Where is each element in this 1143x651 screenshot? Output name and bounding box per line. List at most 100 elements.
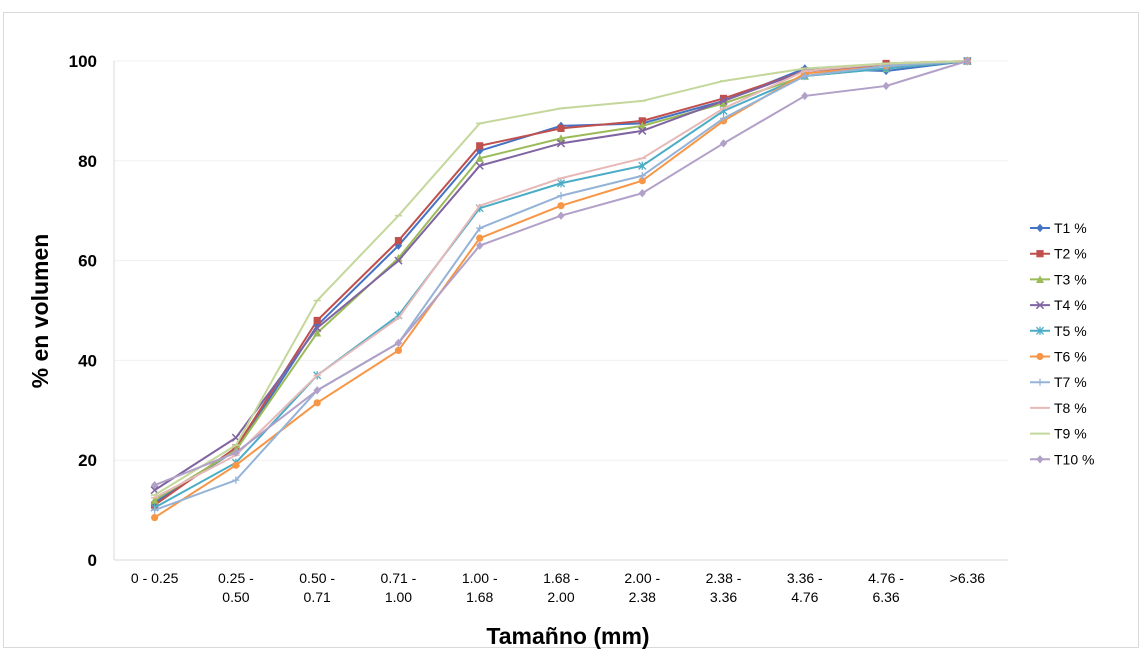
x-tick-label: >6.36 [950, 570, 986, 586]
data-point [557, 192, 565, 200]
data-point [232, 461, 240, 469]
y-axis-title: % en volumen [27, 234, 53, 389]
series-t2 [151, 57, 971, 509]
legend-item: T4 % [1030, 297, 1087, 313]
data-point [150, 495, 159, 504]
y-tick-label: 0 [88, 551, 97, 570]
y-tick-label: 20 [78, 451, 97, 470]
x-tick-label: 0.25 - [218, 570, 254, 586]
legend: T1 % T2 % T3 % T4 % T5 % T6 % T7 % T8 % T9 % T10 … [1030, 220, 1094, 467]
legend-label: T6 % [1054, 349, 1087, 365]
data-point [638, 117, 646, 125]
data-point [557, 211, 565, 220]
data-point [719, 139, 728, 148]
data-point [1036, 455, 1044, 464]
x-tick-label: 0.71 - [381, 570, 417, 586]
data-point [313, 386, 321, 395]
data-point [1036, 223, 1044, 233]
x-tick-label: 1.00 [385, 589, 412, 605]
data-point [313, 328, 322, 337]
x-tick-label: 3.36 - [787, 570, 823, 586]
data-point [476, 234, 484, 242]
legend-label: T10 % [1054, 451, 1094, 467]
data-point [638, 161, 647, 170]
y-tick-label: 80 [78, 152, 97, 171]
data-point [638, 177, 646, 185]
y-tick-label: 40 [78, 351, 97, 370]
data-point [556, 139, 566, 148]
legend-item: T10 % [1030, 451, 1094, 467]
data-point [394, 237, 403, 245]
data-point [1036, 250, 1044, 258]
data-point [475, 161, 484, 170]
x-tick-label: 0.50 - [299, 570, 335, 586]
data-point [151, 513, 159, 522]
data-point [719, 99, 728, 108]
data-point [313, 316, 321, 325]
x-tick-label: 1.68 [466, 589, 493, 605]
x-tick-label: 2.00 - [624, 570, 660, 586]
legend-label: T2 % [1054, 246, 1087, 262]
data-point [313, 399, 321, 407]
x-tick-label: 0.50 [222, 589, 249, 605]
data-point [557, 124, 565, 132]
legend-label: T5 % [1054, 323, 1087, 339]
axes: 0 20 40 60 80 100 0 - 0.25 0.25 - 0.50 0.50 - 0.71… [69, 52, 1008, 605]
data-point [475, 154, 484, 162]
y-tick-label: 60 [78, 252, 97, 271]
data-point [1036, 378, 1044, 386]
x-tick-label: 6.36 [872, 589, 899, 605]
data-point [557, 202, 565, 210]
data-point [394, 256, 403, 265]
y-tick-label: 100 [69, 52, 97, 71]
legend-item: T1 % [1030, 220, 1087, 236]
x-tick-label: 2.38 - [706, 570, 742, 586]
data-point [801, 72, 809, 80]
data-point [232, 476, 240, 484]
legend-label: T8 % [1054, 400, 1087, 416]
data-point [638, 126, 647, 135]
data-point [476, 146, 484, 156]
chart-frame [3, 12, 1139, 648]
x-tick-label: 0.71 [304, 589, 331, 605]
x-tick-label: 0 - 0.25 [131, 570, 179, 586]
legend-label: T7 % [1054, 374, 1087, 390]
legend-item: T6 % [1030, 349, 1087, 365]
data-point [1035, 300, 1045, 310]
x-tick-label: 4.76 - [868, 570, 904, 586]
x-tick-label: 3.36 [710, 589, 737, 605]
x-tick-label: 1.00 - [462, 570, 498, 586]
data-point [394, 338, 403, 348]
data-point [476, 241, 484, 250]
data-point [476, 224, 484, 232]
data-point [1036, 352, 1044, 361]
data-point [557, 134, 565, 142]
data-point [882, 81, 890, 91]
x-axis-title: Tamañno (mm) [486, 623, 649, 649]
data-point [638, 189, 646, 198]
series-lines [150, 56, 972, 522]
data-point [151, 480, 159, 490]
x-tick-label: 4.76 [791, 589, 818, 605]
x-tick-label: 2.38 [629, 589, 656, 605]
series-t10 [151, 56, 971, 490]
legend-item: T7 % [1030, 374, 1087, 390]
x-tick-label: 1.68 - [543, 570, 579, 586]
legend-item: T3 % [1030, 271, 1087, 287]
data-point [556, 179, 566, 188]
data-point [476, 142, 484, 150]
data-point [638, 172, 646, 180]
legend-item: T5 % [1030, 323, 1087, 339]
data-point [801, 91, 809, 101]
legend-label: T3 % [1054, 271, 1087, 287]
data-point [394, 346, 403, 355]
data-point [719, 96, 728, 106]
x-tick-label: 2.00 [547, 589, 574, 605]
data-point [151, 506, 159, 514]
legend-item: T2 % [1030, 246, 1087, 262]
legend-item: T8 % [1030, 400, 1087, 416]
data-point [719, 114, 728, 122]
data-point [719, 94, 728, 103]
